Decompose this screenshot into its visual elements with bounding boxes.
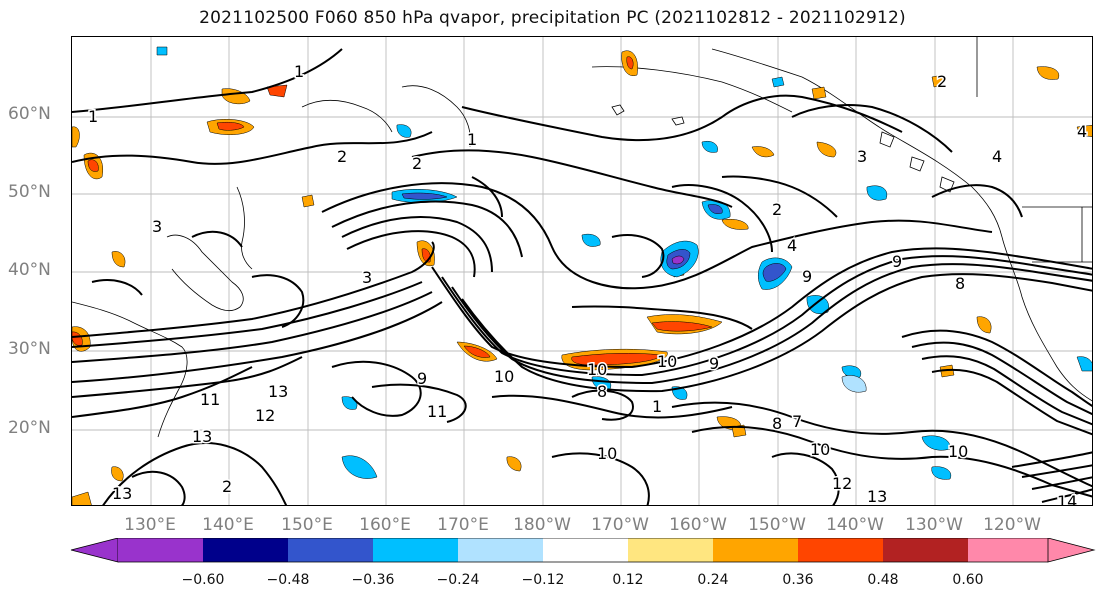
lat-label: 40°N [8, 260, 51, 280]
lon-label: 150°W [748, 515, 806, 535]
colorbar-extend-high [1047, 538, 1096, 563]
colorbar-tick: 0.24 [697, 572, 729, 588]
qvapor-contours [72, 48, 1092, 505]
colorbar-tick: −0.24 [436, 572, 480, 588]
contour-label: 9 [709, 354, 719, 373]
gridlines [72, 37, 1092, 505]
contour-label: 3 [362, 268, 372, 287]
colorbar [70, 538, 1096, 563]
lon-label: 160°W [669, 515, 727, 535]
colorbar-tick: −0.48 [266, 572, 310, 588]
contour-label: 4 [992, 147, 1002, 166]
colorbar-segment [798, 538, 883, 562]
contour-label: 1 [88, 107, 98, 126]
contour-label: 10 [587, 360, 607, 379]
contour-label: 13 [192, 427, 212, 446]
colorbar-tick: −0.36 [351, 572, 395, 588]
contour-label: 13 [268, 382, 288, 401]
contour-label: 2 [937, 72, 947, 91]
colorbar-segment [713, 538, 798, 562]
colorbar-extend-low [70, 538, 119, 563]
colorbar-segment [203, 538, 288, 562]
contour-label: 3 [152, 217, 162, 236]
lon-label: 140°E [202, 515, 254, 535]
contour-label: 10 [494, 367, 514, 386]
colorbar-tick: 0.12 [612, 572, 644, 588]
map-title: 2021102500 F060 850 hPa qvapor, precipit… [199, 8, 906, 28]
contour-label: 9 [892, 252, 902, 271]
contour-label: 10 [948, 442, 968, 461]
contour-label: 13 [112, 484, 132, 503]
lon-label: 130°W [905, 515, 963, 535]
precip-shading [72, 46, 1092, 505]
colorbar-segment [543, 538, 628, 562]
contour-label: 4 [1077, 122, 1087, 141]
contour-label: 7 [792, 412, 802, 431]
colorbar-segment [628, 538, 713, 562]
contour-label: 10 [597, 444, 617, 463]
contour-label: 13 [867, 487, 887, 506]
lat-label: 20°N [8, 418, 51, 438]
lon-label: 130°E [124, 515, 176, 535]
contour-label: 2 [222, 477, 232, 496]
colorbar-tick: −0.12 [521, 572, 565, 588]
contour-label: 11 [200, 390, 220, 409]
colorbar-outline [118, 538, 1048, 563]
colorbar-segment [118, 538, 203, 562]
colorbar-segment [288, 538, 373, 562]
contour-label: 9 [802, 267, 812, 286]
lon-label: 150°E [281, 515, 333, 535]
contour-label: 2 [412, 154, 422, 173]
lon-label: 170°W [591, 515, 649, 535]
contour-label: 12 [255, 406, 275, 425]
lon-label: 120°W [983, 515, 1041, 535]
contour-label: 3 [857, 147, 867, 166]
colorbar-segment [373, 538, 458, 562]
lat-label: 30°N [8, 339, 51, 359]
contour-label: 10 [657, 352, 677, 371]
contour-label: 12 [832, 474, 852, 493]
contour-label: 2 [772, 200, 782, 219]
lat-label: 50°N [8, 182, 51, 202]
lon-label: 170°E [437, 515, 489, 535]
map-panel: 1 1 1 2 2 2 2 3 3 4 4 4 3 9 9 10 10 10 1… [71, 36, 1093, 506]
contour-label: 8 [772, 414, 782, 433]
contour-label: 1 [652, 397, 662, 416]
contour-label-group: 1 1 1 2 2 2 2 3 3 4 4 4 3 9 9 10 10 10 1… [87, 61, 1089, 506]
colorbar-segment [968, 538, 1048, 562]
contour-label: 10 [810, 440, 830, 459]
contour-label: 11 [427, 402, 447, 421]
colorbar-tick: 0.36 [782, 572, 814, 588]
map-canvas: 1 1 1 2 2 2 2 3 3 4 4 4 3 9 9 10 10 10 1… [72, 37, 1092, 506]
colorbar-segment [883, 538, 968, 562]
lon-label: 160°E [359, 515, 411, 535]
contour-label: 1 [294, 62, 304, 81]
colorbar-tick: 0.60 [952, 572, 984, 588]
contour-label: 4 [787, 236, 797, 255]
lat-label: 60°N [8, 104, 51, 124]
colorbar-tick: 0.48 [867, 572, 899, 588]
contour-label: 1 [467, 130, 477, 149]
colorbar-tick: −0.60 [181, 572, 225, 588]
contour-label: 8 [597, 382, 607, 401]
coastlines [72, 37, 1092, 438]
lon-label: 140°W [826, 515, 884, 535]
contour-label: 8 [955, 274, 965, 293]
lon-label: 180°W [513, 515, 571, 535]
contour-label: 9 [417, 369, 427, 388]
contour-label: 14 [1057, 492, 1077, 506]
colorbar-segment [458, 538, 543, 562]
contour-label: 2 [337, 147, 347, 166]
